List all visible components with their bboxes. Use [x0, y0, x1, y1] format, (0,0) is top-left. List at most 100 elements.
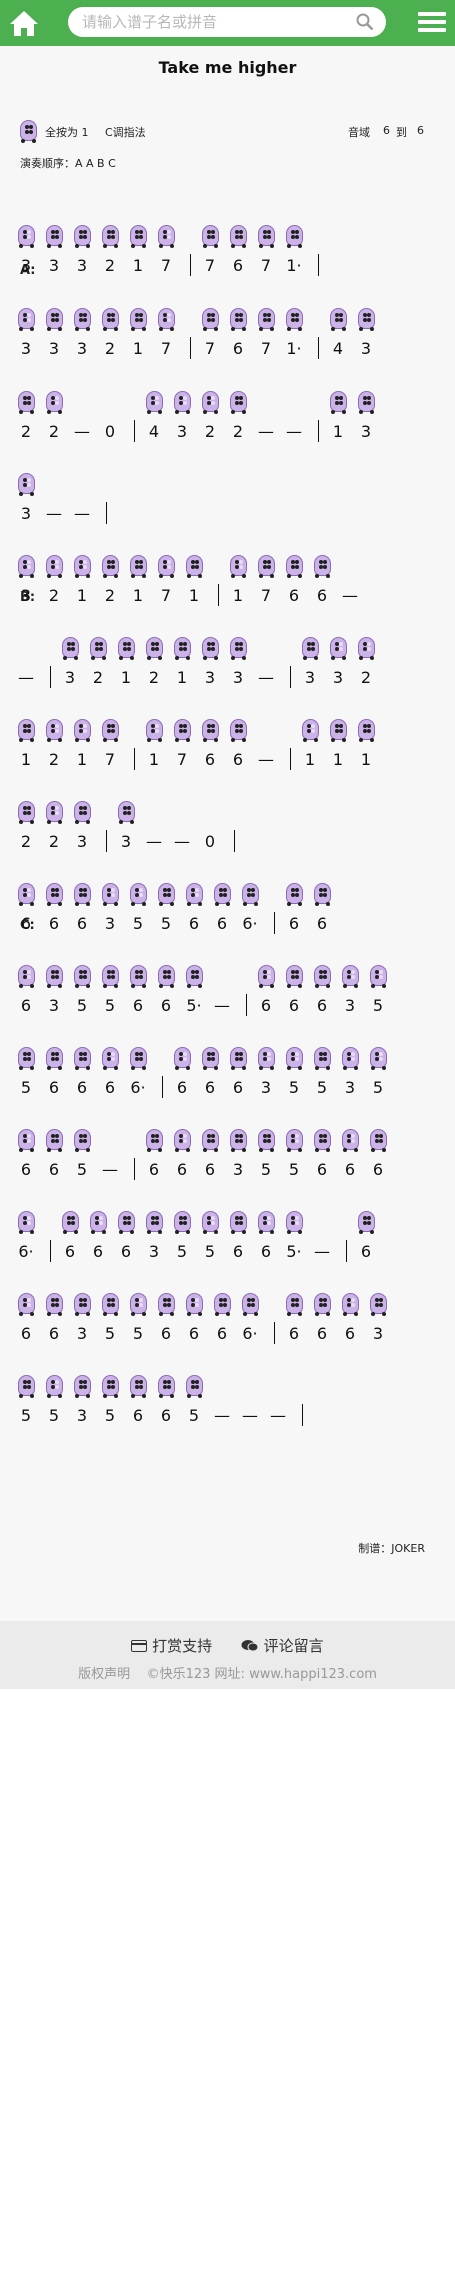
note: 5 — [260, 1160, 272, 1179]
note: 6 — [316, 1324, 328, 1343]
search-icon[interactable] — [356, 13, 374, 31]
ocarina-fingering-icon — [358, 716, 375, 742]
ocarina-fingering-icon — [202, 1044, 219, 1070]
home-icon[interactable] — [8, 9, 40, 37]
ocarina-fingering-icon — [74, 962, 91, 988]
note: 3 — [232, 1160, 244, 1179]
note: 5· — [286, 1242, 302, 1261]
score-row: 3 — — — [0, 470, 455, 550]
note: 2 — [104, 256, 116, 275]
notation-row: —3 2 1 2 1 3 3—3 3 2 — [0, 666, 455, 704]
note: 6 — [48, 914, 60, 933]
search-input[interactable] — [68, 7, 386, 37]
bar-line — [134, 748, 135, 770]
note: 6 — [316, 1160, 328, 1179]
bar-line — [290, 748, 291, 770]
score-row: 6 6 6 3 5 5 6 6 6· 6 6 — [0, 880, 455, 960]
ocarina-fingering-icon — [286, 305, 303, 331]
note: 6 — [316, 586, 328, 605]
ocarina-fingering-icon — [46, 222, 63, 248]
note: 2 — [232, 422, 244, 441]
hold-dash: — — [242, 1406, 258, 1425]
note: 3 — [76, 832, 88, 851]
ocarina-fingering-icon — [130, 552, 147, 578]
note: 6 — [20, 914, 32, 933]
fingering-row — [0, 552, 455, 582]
note: 1 — [304, 750, 316, 769]
ocarina-fingering-icon — [146, 1208, 163, 1234]
note: 6 — [232, 1078, 244, 1097]
ocarina-fingering-icon — [230, 1126, 247, 1152]
note: 7 — [160, 339, 172, 358]
bar-line — [218, 584, 219, 606]
range-from: 6 — [383, 124, 390, 137]
section-a-label: A: — [20, 263, 36, 278]
note: 6 — [92, 1242, 104, 1261]
note: 6 — [104, 1078, 116, 1097]
site-info: ©快乐123 网址: www.happi123.com — [146, 1667, 377, 1682]
note: 1· — [286, 256, 302, 275]
ocarina-fingering-icon — [74, 1044, 91, 1070]
hold-dash: — — [258, 750, 274, 769]
ocarina-fingering-icon — [358, 388, 375, 414]
ocarina-fingering-icon — [102, 1044, 119, 1070]
bar-line — [318, 420, 319, 442]
top-bar — [0, 0, 455, 46]
ocarina-fingering-icon — [102, 962, 119, 988]
ocarina-fingering-icon — [46, 305, 63, 331]
ocarina-fingering-icon — [102, 305, 119, 331]
ocarina-fingering-icon — [74, 305, 91, 331]
bar-line — [162, 1076, 163, 1098]
notation-row: 3 3 3 2 1 7 7 6 7 1· — [0, 254, 455, 292]
score-row: 2 2—0 4 3 2 2— —1 3 — [0, 388, 455, 468]
ocarina-fingering-icon — [146, 634, 163, 660]
ocarina-fingering-icon — [286, 962, 303, 988]
bar-line — [50, 666, 51, 688]
ocarina-fingering-icon — [314, 552, 331, 578]
note: 3 — [20, 339, 32, 358]
note: 0 — [104, 422, 116, 441]
menu-icon[interactable] — [418, 12, 446, 34]
note: 1 — [332, 422, 344, 441]
ocarina-fingering-icon — [358, 1208, 375, 1234]
ocarina-fingering-icon — [158, 552, 175, 578]
ocarina-fingering-icon — [102, 1372, 119, 1398]
note: 6 — [48, 1324, 60, 1343]
note: 3 — [48, 339, 60, 358]
note: 1 — [20, 750, 32, 769]
ocarina-fingering-icon — [342, 1044, 359, 1070]
ocarina-fingering-icon — [174, 1044, 191, 1070]
ocarina-fingering-icon — [158, 1290, 175, 1316]
note: 6 — [360, 1242, 372, 1261]
bar-line — [318, 254, 319, 276]
fingering-row — [0, 634, 455, 664]
comment-link[interactable]: 评论留言 — [241, 1637, 324, 1655]
note: 1 — [232, 586, 244, 605]
note: 2 — [20, 832, 32, 851]
ocarina-fingering-icon — [314, 880, 331, 906]
bar-line — [246, 994, 247, 1016]
note: 6· — [18, 1242, 34, 1261]
note: 1 — [176, 668, 188, 687]
note: 6 — [260, 1242, 272, 1261]
hold-dash: — — [258, 668, 274, 687]
ocarina-fingering-icon — [74, 222, 91, 248]
note: 3 — [48, 256, 60, 275]
copyright-link[interactable]: 版权声明 — [78, 1667, 131, 1682]
section-c-label: C: — [20, 918, 35, 933]
ocarina-fingering-icon — [314, 1290, 331, 1316]
note: 3 — [204, 668, 216, 687]
donate-link[interactable]: 打赏支持 — [131, 1637, 217, 1655]
ocarina-fingering-icon — [230, 388, 247, 414]
note: 2 — [48, 832, 60, 851]
ocarina-fingering-icon — [18, 305, 35, 331]
note: 6 — [160, 1406, 172, 1425]
note: 3 — [148, 1242, 160, 1261]
ocarina-fingering-icon — [314, 1044, 331, 1070]
notation-row: 6 6 5—6 6 6 3 5 5 6 6 6 — [0, 1158, 455, 1196]
note: 3 — [120, 832, 132, 851]
note: 1 — [132, 586, 144, 605]
fingering-row — [0, 1044, 455, 1074]
note: 6 — [204, 1160, 216, 1179]
ocarina-fingering-icon — [302, 716, 319, 742]
